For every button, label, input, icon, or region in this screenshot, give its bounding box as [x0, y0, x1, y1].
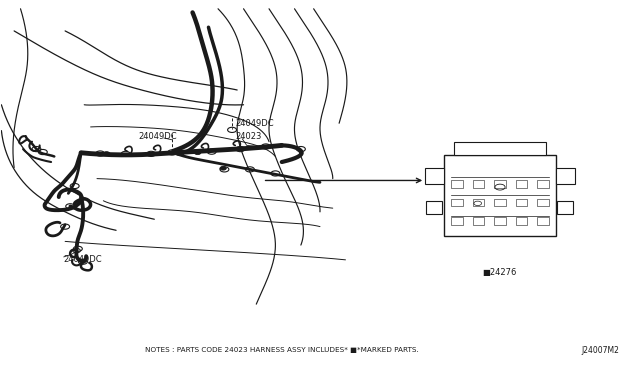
Bar: [557, 201, 573, 214]
Bar: [538, 199, 548, 206]
Text: J24007M2: J24007M2: [582, 346, 620, 355]
Bar: [516, 217, 527, 225]
Bar: [451, 180, 463, 188]
Bar: [454, 142, 546, 155]
Bar: [494, 217, 506, 225]
Circle shape: [220, 166, 227, 170]
Bar: [494, 180, 506, 188]
Circle shape: [195, 151, 201, 155]
Bar: [538, 180, 548, 188]
Bar: [494, 199, 506, 206]
Circle shape: [103, 152, 109, 155]
Text: ■24276: ■24276: [483, 268, 517, 277]
Bar: [516, 199, 527, 206]
Bar: [538, 217, 548, 225]
Bar: [426, 201, 442, 214]
Bar: [556, 167, 575, 184]
Bar: [516, 180, 527, 188]
Bar: [473, 217, 484, 225]
Text: NOTES : PARTS CODE 24023 HARNESS ASSY INCLUDES* ■*MARKED PARTS.: NOTES : PARTS CODE 24023 HARNESS ASSY IN…: [145, 347, 419, 353]
Text: 24023: 24023: [236, 132, 262, 141]
Bar: [473, 199, 484, 206]
Text: 24049DC: 24049DC: [236, 119, 275, 128]
Bar: [425, 167, 444, 184]
Bar: [451, 199, 463, 206]
Text: 24049DC: 24049DC: [64, 255, 102, 264]
Bar: [473, 180, 484, 188]
Bar: [451, 217, 463, 225]
Text: 24049DC: 24049DC: [138, 132, 177, 141]
Bar: [444, 155, 556, 236]
